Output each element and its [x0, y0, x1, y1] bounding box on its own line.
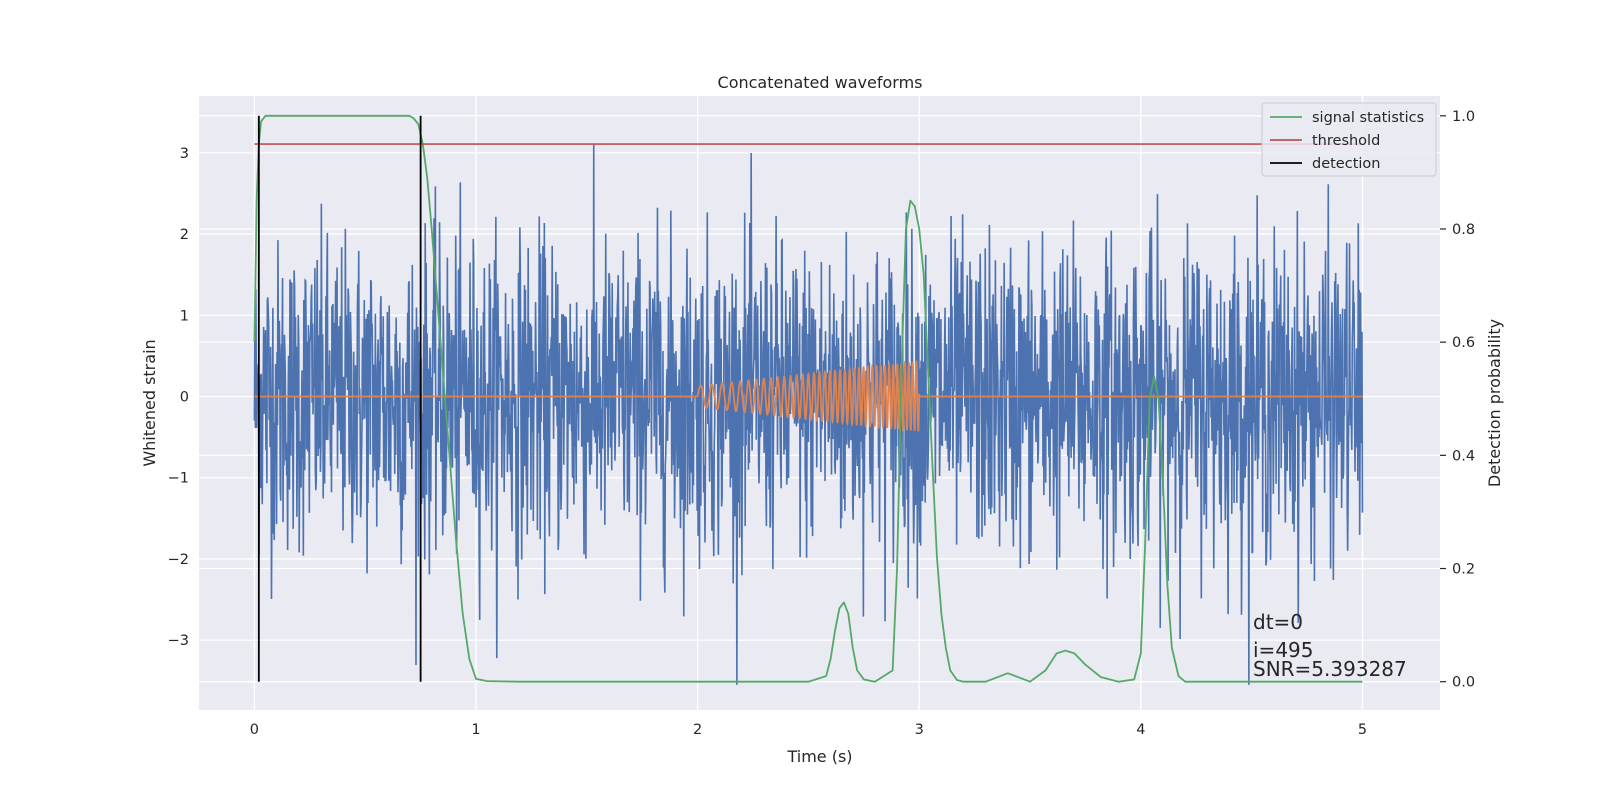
annotation-snr: SNR=5.393287: [1253, 657, 1407, 681]
tick-labels: 0 1 2 3 4 5 −3 −2 −1 0 1 2 3 0.0 0.2 0.4 0.6 0.8 1.0: [168, 109, 1475, 738]
whitened-noise-series: [253, 143, 1364, 685]
y-tick-label: −3: [168, 633, 189, 649]
signal-statistics-series: [253, 114, 1363, 683]
injected-chirp-series: [254, 360, 1363, 433]
x-tick-label: 3: [915, 722, 924, 738]
y2-axis-label: Detection probability: [1485, 319, 1504, 487]
y2-tick-label: 0.2: [1452, 562, 1475, 578]
y2-tick-label: 0.4: [1452, 448, 1475, 464]
annotation-dt: dt=0: [1253, 610, 1303, 634]
noise-line: [253, 143, 1364, 685]
y-tick-label: 1: [180, 308, 189, 324]
legend: signal statistics threshold detection: [1261, 102, 1437, 177]
y-tick-label: −2: [168, 552, 189, 568]
legend-box: [1261, 102, 1437, 177]
annotation-index: i=495: [1253, 638, 1314, 662]
y2-tick-label: 0.6: [1452, 335, 1475, 351]
x-tick-label: 1: [471, 722, 480, 738]
y-tick-label: 3: [180, 146, 189, 162]
chirp-line: [254, 360, 1363, 433]
y-axis-label: Whitened strain: [140, 339, 159, 466]
detection-series: [257, 115, 422, 682]
x-axis-label: Time (s): [786, 747, 852, 766]
legend-label: threshold: [1312, 133, 1380, 149]
y-tick-label: −1: [168, 471, 189, 487]
x-tick-label: 4: [1136, 722, 1145, 738]
y2-tick-label: 0.0: [1452, 675, 1475, 691]
y-tick-label: 2: [180, 227, 189, 243]
signal-statistics-line: [253, 114, 1363, 683]
y2-tick-label: 1.0: [1452, 109, 1475, 125]
legend-label: signal statistics: [1312, 110, 1424, 126]
x-tick-label: 2: [693, 722, 702, 738]
y-tick-label: 0: [180, 390, 189, 406]
annotations: dt=0 i=495 SNR=5.393287: [1253, 610, 1407, 681]
x-tick-label: 5: [1358, 722, 1367, 738]
legend-label: detection: [1312, 156, 1380, 172]
x-tick-label: 0: [250, 722, 259, 738]
y2-tick-label: 0.8: [1452, 222, 1475, 238]
chart-title: Concatenated waveforms: [718, 73, 923, 92]
